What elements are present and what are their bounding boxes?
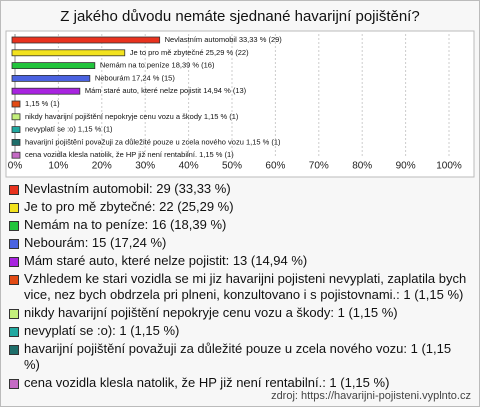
legend-item: nikdy havarijní pojištění nepokryje cenu… [7, 305, 467, 321]
bar [11, 36, 161, 44]
legend-item: Je to pro mě zbytečné: 22 (25,29 %) [7, 199, 467, 215]
legend-swatch [9, 203, 19, 213]
bar [11, 75, 91, 82]
x-tick-label: 50% [222, 161, 242, 172]
x-tick-label: 20% [92, 161, 112, 172]
legend-label: Nemám na to peníze: 16 (18,39 %) [24, 217, 227, 232]
x-tick-label: 90% [396, 161, 416, 172]
legend-item: nevyplatí se :o): 1 (1,15 %) [7, 323, 467, 339]
bar-label: cena vozidla klesla natolik, že HP již n… [25, 150, 234, 159]
legend-swatch [9, 379, 19, 389]
x-tick-label: 0% [8, 161, 23, 172]
x-tick-label: 40% [179, 161, 199, 172]
bar-label: nikdy havarijní pojištění nepokryje cenu… [25, 112, 239, 121]
bar-label: Nebourám 17,24 % (15) [95, 73, 176, 82]
bar-label: nevyplatí se :o) 1,15 % (1) [25, 125, 113, 134]
legend-item: Nevlastním automobil: 29 (33,33 %) [7, 181, 467, 197]
x-tick-label: 70% [309, 161, 329, 172]
x-tick-label: 100% [436, 161, 462, 172]
bar [11, 113, 21, 121]
bar [11, 100, 21, 108]
x-tick-label: 60% [265, 161, 285, 172]
bar [11, 138, 21, 146]
bar-label: 1,15 % (1) [25, 99, 60, 108]
legend-label: Vzhledem ke stari vozidla se mi jiz hava… [24, 271, 467, 302]
legend-label: Je to pro mě zbytečné: 22 (25,29 %) [24, 199, 234, 214]
legend-swatch [9, 309, 19, 319]
chart: Z jakého důvodu nemáte sjednané havarijn… [5, 8, 475, 178]
legend-item: Nemám na to peníze: 16 (18,39 %) [7, 217, 467, 233]
legend: Nevlastním automobil: 29 (33,33 %) Je to … [7, 181, 467, 393]
source: zdroj: https://havarijni-pojisteni.vypln… [271, 390, 471, 402]
legend-swatch [9, 221, 19, 231]
legend-label: cena vozidla klesla natolik, že HP již n… [24, 375, 390, 390]
x-tick-label: 10% [48, 161, 68, 172]
legend-label: Nebourám: 15 (17,24 %) [24, 235, 167, 250]
bar-label: Nemám na to peníze 18,39 % (16) [100, 61, 215, 70]
legend-label: Nevlastním automobil: 29 (33,33 %) [24, 181, 231, 196]
legend-swatch [9, 275, 19, 285]
bar [11, 126, 21, 133]
x-tick-label: 30% [135, 161, 155, 172]
legend-item: havarijní pojištění považuji za důležité… [7, 341, 467, 373]
legend-label: nikdy havarijní pojištění nepokryje cenu… [24, 305, 398, 320]
legend-label: Mám staré auto, které nelze pojistit: 13… [24, 253, 308, 268]
bar-label: Je to pro mě zbytečné 25,29 % (22) [130, 48, 249, 57]
legend-swatch [9, 327, 19, 337]
legend-label: havarijní pojištění považuji za důležité… [24, 341, 452, 372]
chart-title: Z jakého důvodu nemáte sjednané havarijn… [60, 8, 419, 25]
legend-swatch [9, 239, 19, 249]
legend-item: Nebourám: 15 (17,24 %) [7, 235, 467, 251]
x-tick-label: 80% [352, 161, 372, 172]
bar [11, 62, 96, 69]
bar [11, 49, 126, 57]
legend-label: nevyplatí se :o): 1 (1,15 %) [24, 323, 180, 338]
bar-label: Mám staré auto, které nelze pojistit 14,… [85, 86, 247, 95]
bar-label: Nevlastním automobil 33,33 % (29) [165, 35, 283, 44]
legend-swatch [9, 257, 19, 267]
legend-item: Vzhledem ke stari vozidla se mi jiz hava… [7, 271, 467, 303]
legend-swatch [9, 185, 19, 195]
bar [11, 87, 81, 95]
legend-item: cena vozidla klesla natolik, že HP již n… [7, 375, 467, 391]
legend-item: Mám staré auto, které nelze pojistit: 13… [7, 253, 467, 269]
bar [11, 151, 21, 159]
legend-swatch [9, 345, 19, 355]
bar-label: havarijní pojištění považuji za důležité… [25, 137, 281, 146]
